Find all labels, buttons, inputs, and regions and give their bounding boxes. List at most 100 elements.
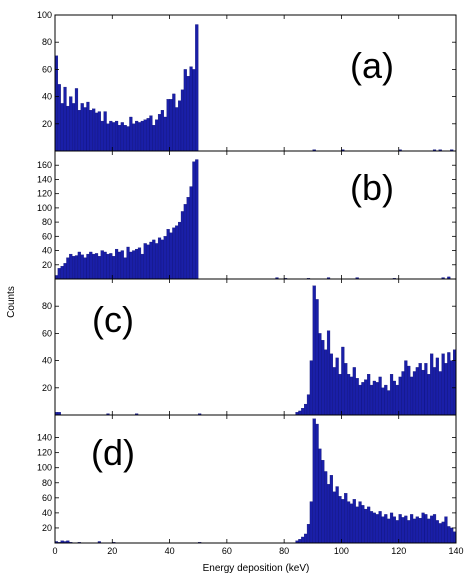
bar: [160, 110, 164, 152]
bar: [57, 84, 61, 152]
bar: [169, 232, 173, 280]
bar: [166, 99, 170, 152]
y-tick-label: 120: [37, 189, 52, 199]
bar: [146, 118, 150, 152]
y-tick-label: 80: [42, 217, 52, 227]
bar: [341, 499, 345, 544]
bar: [415, 367, 419, 416]
bar: [155, 119, 159, 152]
bar: [404, 360, 408, 416]
bar: [120, 122, 124, 152]
bar: [57, 268, 61, 280]
bar: [180, 211, 185, 280]
bar: [401, 371, 405, 416]
bar: [395, 384, 399, 416]
bar: [324, 349, 328, 416]
bar: [100, 120, 104, 152]
y-tick-label: 60: [42, 328, 52, 338]
x-tick-label: 100: [334, 546, 349, 556]
bar: [424, 363, 428, 416]
bar: [106, 123, 110, 152]
bar: [410, 376, 414, 416]
bar: [103, 111, 107, 152]
bar: [435, 357, 439, 416]
y-tick-label: 100: [37, 10, 52, 20]
bar: [318, 333, 322, 416]
bar: [384, 514, 388, 544]
bar: [152, 125, 156, 152]
bar: [361, 505, 365, 544]
panel-tag: (a): [350, 45, 394, 86]
x-tick-label: 120: [391, 546, 406, 556]
x-tick-label: 40: [165, 546, 175, 556]
bar: [361, 382, 365, 416]
bar: [421, 512, 425, 544]
bar: [378, 511, 382, 544]
bar: [192, 161, 196, 280]
bar: [335, 486, 339, 544]
bar: [175, 225, 179, 280]
bar: [306, 524, 311, 544]
bar: [392, 380, 396, 416]
bar: [94, 112, 99, 152]
bar: [135, 120, 139, 152]
bar: [304, 403, 308, 416]
bar: [123, 125, 127, 152]
bar: [86, 101, 90, 152]
bar: [301, 408, 305, 416]
bar: [135, 248, 139, 280]
panel-tag: (b): [350, 167, 394, 208]
bar: [152, 239, 156, 280]
bar: [106, 253, 110, 280]
bar: [192, 69, 196, 152]
bar: [137, 247, 142, 280]
bar: [112, 256, 116, 280]
bar: [97, 256, 101, 280]
bar: [189, 186, 193, 280]
bar: [163, 116, 167, 152]
y-tick-label: 40: [42, 356, 52, 366]
bar: [430, 515, 434, 544]
bar: [352, 367, 356, 416]
bar: [60, 266, 64, 280]
bar: [63, 86, 67, 152]
y-tick-label: 40: [42, 246, 52, 256]
bar: [326, 484, 331, 544]
bar: [369, 384, 374, 416]
bar: [438, 371, 442, 416]
bar: [183, 204, 187, 280]
bar: [69, 253, 73, 280]
bar: [381, 387, 385, 416]
bar: [109, 253, 113, 280]
bar: [367, 374, 371, 416]
bar: [129, 251, 133, 280]
panel-c: 20 40 60 80 (c): [42, 278, 457, 416]
y-tick-label: 40: [42, 508, 52, 518]
bar: [392, 516, 396, 544]
bar: [172, 93, 176, 152]
bar: [435, 520, 439, 544]
bar: [74, 88, 79, 152]
bar: [92, 108, 96, 152]
y-axis-label: Counts: [6, 286, 17, 318]
bar: [123, 257, 127, 280]
panel-tag: (c): [92, 299, 134, 340]
bar: [66, 257, 70, 280]
bar: [103, 251, 107, 280]
bar: [312, 418, 316, 544]
bar: [66, 105, 70, 152]
x-axis-label: Energy deposition (keV): [203, 563, 310, 574]
bar: [298, 539, 302, 544]
y-tick-label: 60: [42, 231, 52, 241]
panel-frame: [54, 414, 457, 544]
bar: [304, 533, 308, 544]
y-tick-label: 160: [37, 160, 52, 170]
panel-d: 20 40 60 80 100 120 140 (d): [37, 414, 457, 544]
y-tick-label: 80: [42, 478, 52, 488]
bar: [321, 340, 325, 416]
bar: [389, 374, 394, 416]
bar: [358, 384, 362, 416]
bar: [341, 346, 345, 416]
bar: [424, 514, 428, 544]
